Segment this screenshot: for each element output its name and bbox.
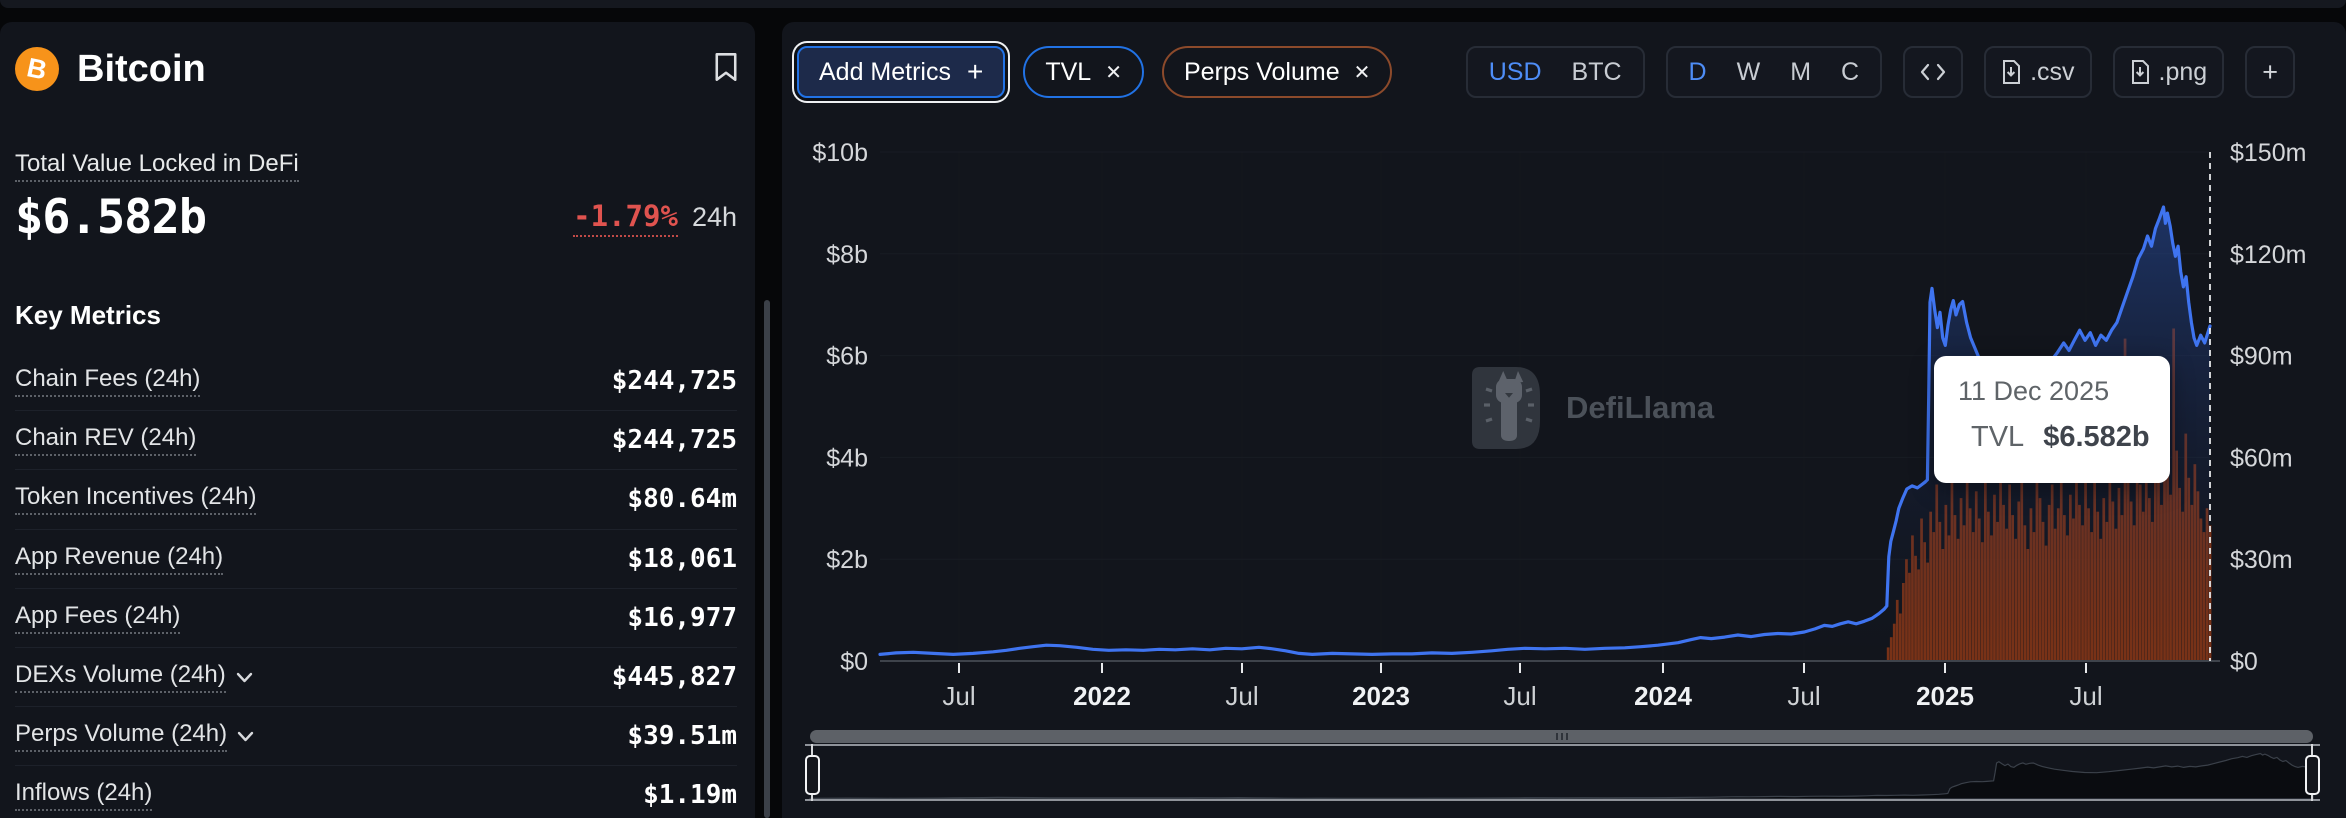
- svg-text:$2b: $2b: [826, 546, 868, 574]
- plus-icon: +: [2262, 56, 2278, 87]
- file-download-icon: [2131, 60, 2149, 84]
- file-download-icon: [2003, 60, 2021, 84]
- svg-text:Jul: Jul: [1225, 681, 1258, 711]
- add-chart-button[interactable]: +: [2245, 46, 2295, 98]
- tvl-value-row: $6.582b -1.79% 24h: [15, 190, 737, 245]
- bookmark-icon[interactable]: [713, 52, 739, 87]
- interval-toggle: D W M C: [1665, 46, 1883, 98]
- brush-border-bottom: [805, 799, 2320, 801]
- download-csv-button[interactable]: .csv: [1984, 46, 2092, 98]
- brush-right-handle[interactable]: [2305, 755, 2320, 795]
- key-metrics-heading: Key Metrics: [15, 300, 161, 330]
- metric-row-dexs-volume[interactable]: DEXs Volume (24h) $445,827: [15, 648, 737, 708]
- brush-left-handle[interactable]: [805, 755, 820, 795]
- close-icon[interactable]: ✕: [1353, 61, 1371, 84]
- currency-usd[interactable]: USD: [1488, 57, 1542, 86]
- svg-text:2025: 2025: [1916, 681, 1974, 711]
- chart-toolbar: Add Metrics + TVL ✕ Perps Volume ✕ USD B…: [797, 44, 2295, 100]
- svg-text:Jul: Jul: [1787, 681, 1820, 711]
- metric-row-chain-rev[interactable]: Chain REV (24h) $244,725: [15, 411, 737, 471]
- svg-text:$8b: $8b: [826, 241, 868, 269]
- chart-tooltip: 11 Dec 2025 TVL $6.582b: [1934, 356, 2170, 483]
- metric-row-inflows[interactable]: Inflows (24h) $1.19m: [15, 779, 737, 812]
- tvl-change-percent[interactable]: -1.79%: [573, 199, 678, 237]
- add-metrics-button[interactable]: Add Metrics +: [797, 46, 1006, 98]
- metric-chip-perps-volume[interactable]: Perps Volume ✕: [1161, 46, 1393, 98]
- metric-row-perps-volume[interactable]: Perps Volume (24h) $39.51m: [15, 707, 737, 767]
- metric-chip-tvl[interactable]: TVL ✕: [1023, 46, 1144, 98]
- sidebar-panel: B Bitcoin Total Value Locked in DeFi $6.…: [0, 22, 755, 818]
- embed-button[interactable]: [1903, 46, 1964, 98]
- key-metrics-list: Chain Fees (24h) $244,725 Chain REV (24h…: [15, 352, 737, 818]
- code-embed-icon: [1920, 63, 1946, 81]
- plus-icon: +: [966, 56, 984, 87]
- metric-row-app-fees[interactable]: App Fees (24h) $16,977: [15, 589, 737, 648]
- chevron-down-icon: [237, 731, 254, 741]
- svg-text:Jul: Jul: [2069, 681, 2102, 711]
- interval-daily[interactable]: D: [1688, 57, 1707, 86]
- metric-row-app-revenue[interactable]: App Revenue (24h) $18,061: [15, 530, 737, 589]
- svg-text:2022: 2022: [1073, 681, 1131, 711]
- svg-text:$60m: $60m: [2230, 444, 2293, 472]
- svg-text:$150m: $150m: [2230, 139, 2306, 167]
- panel-scrollbar[interactable]: [764, 300, 770, 818]
- svg-text:2023: 2023: [1352, 681, 1410, 711]
- svg-text:$0: $0: [2230, 648, 2258, 676]
- coin-header: B Bitcoin: [15, 47, 739, 91]
- download-png-button[interactable]: .png: [2112, 46, 2225, 98]
- close-icon[interactable]: ✕: [1105, 61, 1122, 84]
- metric-row-chain-fees[interactable]: Chain Fees (24h) $244,725: [15, 352, 737, 412]
- tooltip-date: 11 Dec 2025: [1958, 376, 2110, 406]
- page-title: Bitcoin: [77, 47, 206, 90]
- tvl-value: $6.582b: [15, 190, 207, 245]
- brush-border-top: [805, 744, 2320, 746]
- svg-text:$4b: $4b: [826, 444, 868, 472]
- svg-text:$10b: $10b: [812, 139, 868, 167]
- interval-monthly[interactable]: M: [1790, 57, 1812, 86]
- chart-scrollbar[interactable]: [810, 730, 2313, 743]
- scrollbar-grip-icon[interactable]: [1555, 733, 1568, 740]
- svg-text:$0: $0: [840, 648, 868, 676]
- bitcoin-icon: B: [15, 47, 59, 91]
- svg-text:2024: 2024: [1634, 681, 1692, 711]
- svg-text:$120m: $120m: [2230, 241, 2306, 269]
- tvl-section-label[interactable]: Total Value Locked in DeFi: [15, 150, 299, 182]
- currency-toggle: USD BTC: [1465, 46, 1645, 98]
- tooltip-series-value: $6.582b: [2043, 421, 2150, 453]
- watermark-label: DefiLlama: [1566, 390, 1715, 425]
- svg-text:$30m: $30m: [2230, 546, 2293, 574]
- svg-text:$6b: $6b: [826, 343, 868, 371]
- interval-cumulative[interactable]: C: [1841, 57, 1860, 86]
- defillama-llama-icon: [1472, 367, 1540, 449]
- svg-text:$90m: $90m: [2230, 343, 2293, 371]
- tooltip-series-label: TVL: [1971, 421, 2025, 453]
- top-navbar-edge: [0, 0, 2346, 8]
- tvl-change-period: 24h: [691, 202, 737, 232]
- currency-btc[interactable]: BTC: [1571, 57, 1622, 86]
- metric-row-token-incentives[interactable]: Token Incentives (24h) $80.64m: [15, 470, 737, 530]
- chart-panel: Add Metrics + TVL ✕ Perps Volume ✕ USD B…: [782, 22, 2346, 818]
- interval-weekly[interactable]: W: [1736, 57, 1761, 86]
- chevron-down-icon: [236, 672, 252, 682]
- defillama-watermark: DefiLlama: [1468, 363, 1714, 453]
- range-brush: [805, 728, 2320, 806]
- svg-text:Jul: Jul: [1503, 681, 1536, 711]
- brush-minichart[interactable]: [805, 744, 2320, 801]
- svg-text:Jul: Jul: [942, 681, 975, 711]
